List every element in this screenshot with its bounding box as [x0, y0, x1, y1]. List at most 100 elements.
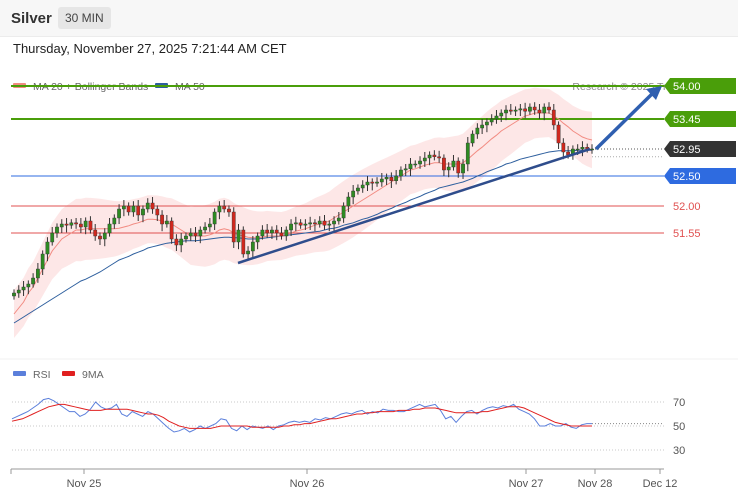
timeframe-selector[interactable]: 30 MIN — [58, 7, 111, 29]
candle — [336, 217, 341, 222]
candle — [470, 133, 475, 144]
candle — [403, 168, 408, 171]
candle — [236, 229, 241, 243]
candle — [480, 124, 485, 129]
rsi-line — [11, 397, 592, 433]
candle — [303, 223, 308, 226]
level-tag — [664, 168, 736, 184]
ma50-line — [13, 149, 592, 324]
rsi-ma9-line — [11, 403, 592, 429]
candle — [198, 229, 203, 237]
candle — [542, 106, 547, 114]
candle — [212, 211, 217, 225]
rsi-tick-label: 70 — [673, 397, 685, 409]
candle — [413, 163, 418, 166]
candle — [508, 109, 513, 112]
candle — [174, 238, 179, 246]
candle — [293, 222, 298, 225]
candle — [532, 106, 537, 111]
candle — [274, 229, 279, 234]
candle — [356, 187, 360, 192]
time-tick-label: Nov 25 — [67, 478, 102, 490]
level-label: 52.50 — [673, 171, 701, 183]
candle — [504, 109, 508, 114]
candle — [389, 176, 394, 181]
candle — [117, 208, 121, 219]
rsi-legend-swatch — [62, 371, 75, 376]
candle — [494, 115, 499, 120]
candle — [169, 220, 174, 240]
candle — [79, 223, 83, 228]
candle — [327, 223, 332, 226]
candle — [432, 154, 437, 157]
rsi-legend-swatch — [13, 371, 26, 376]
candle — [126, 205, 131, 213]
candle — [145, 202, 150, 210]
candle — [184, 235, 188, 240]
candle — [193, 232, 198, 237]
candle — [384, 176, 389, 180]
candle — [69, 222, 74, 226]
candle — [31, 277, 35, 285]
level-label: 52.95 — [673, 144, 701, 156]
candle — [485, 121, 489, 126]
candle — [50, 232, 55, 243]
candle — [499, 112, 504, 117]
candle — [399, 169, 403, 177]
candle — [246, 250, 250, 255]
candle — [265, 229, 270, 234]
time-tick-label: Nov 28 — [578, 478, 613, 490]
rsi-tick-label: 50 — [673, 421, 685, 433]
candle — [16, 289, 21, 294]
time-tick-label: Nov 26 — [290, 478, 325, 490]
candle — [418, 160, 422, 165]
candle — [489, 118, 494, 123]
candle — [317, 220, 322, 225]
candle — [255, 235, 260, 243]
candle — [322, 220, 327, 226]
candle — [270, 229, 274, 234]
candle — [580, 146, 585, 150]
candle — [446, 166, 451, 171]
candle — [12, 292, 16, 297]
candle — [222, 205, 227, 210]
candle — [102, 232, 107, 240]
trendline — [237, 147, 591, 265]
candle — [155, 208, 160, 216]
candle — [241, 229, 246, 255]
candle — [442, 157, 446, 171]
timestamp: Thursday, November 27, 2025 7:21:44 AM C… — [13, 41, 287, 56]
candle — [55, 226, 59, 234]
level-label: 51.55 — [673, 228, 701, 240]
candle — [136, 205, 141, 216]
candle — [227, 208, 231, 213]
candle — [284, 229, 289, 237]
candle — [346, 196, 351, 207]
candle — [561, 142, 566, 153]
candle — [64, 223, 69, 226]
candle — [107, 223, 112, 234]
candle — [341, 205, 346, 219]
candle — [98, 235, 102, 240]
candle — [164, 220, 169, 225]
candle — [475, 127, 480, 135]
candle — [289, 223, 293, 231]
candle — [250, 241, 255, 252]
candle — [537, 109, 542, 114]
candle — [551, 109, 556, 126]
level-label: 53.45 — [673, 114, 701, 126]
candle — [298, 222, 303, 226]
candle — [422, 157, 427, 162]
candle — [437, 156, 442, 159]
candle — [360, 184, 365, 189]
candle — [379, 178, 384, 183]
candle — [351, 190, 356, 198]
bollinger-band — [14, 87, 592, 338]
candle — [74, 222, 78, 225]
candle — [556, 124, 561, 144]
candle — [231, 211, 236, 243]
candle — [451, 160, 456, 168]
level-tag — [664, 141, 736, 157]
candle — [121, 205, 126, 210]
